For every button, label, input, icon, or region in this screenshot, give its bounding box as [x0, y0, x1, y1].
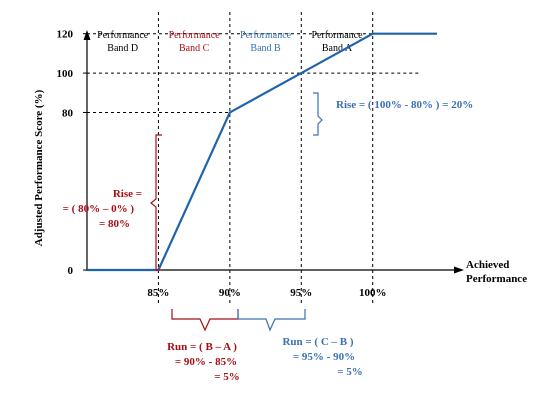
band-label-3-0: Performance [311, 30, 363, 41]
x-tick-label-0: 85% [147, 287, 169, 299]
y-tick-label-80: 80 [62, 107, 74, 119]
rise-brace-c [150, 134, 162, 271]
run-b-text-1: = 95% - 90% [293, 351, 355, 363]
series-line [87, 32, 437, 272]
band-label-1-0: Performance [169, 30, 221, 41]
run-brace-c [171, 309, 239, 332]
band-label-0-1: Band D [107, 43, 138, 54]
band-label-2-1: Band B [250, 43, 281, 54]
y-axis-title: Adjusted Performance Score (%) [33, 89, 45, 246]
band-label-0-0: Performance [97, 30, 149, 41]
x-axis-title-line-2: Performance [466, 273, 527, 285]
x-tick-label-1: 90% [219, 287, 241, 299]
run-b-text-2: = 5% [337, 366, 363, 378]
rise-brace-b [313, 92, 323, 136]
rise-c-text-2: = 80% [99, 218, 130, 230]
rise-c-text-1: = ( 80% – 0% ) [63, 203, 135, 215]
y-tick-label-0: 0 [68, 265, 74, 277]
run-b-text-0: Run = ( C – B ) [282, 336, 353, 348]
run-c-text-0: Run = ( B – A ) [167, 341, 237, 353]
x-tick-label-3: 100% [359, 287, 387, 299]
y-tick-label-100: 100 [57, 68, 74, 80]
y-tick-label-120: 120 [57, 29, 74, 41]
x-axis-arrow [454, 266, 464, 274]
y-axis-arrow [83, 30, 91, 40]
run-c-text-2: = 5% [214, 371, 240, 383]
rise-b-text: Rise = ( 100% - 80% ) = 20% [336, 99, 473, 111]
x-tick-label-2: 95% [290, 287, 312, 299]
run-brace-b [237, 309, 306, 332]
rise-c-text-0: Rise = [113, 188, 142, 200]
band-label-2-0: Performance [240, 30, 292, 41]
band-label-1-1: Band C [179, 43, 210, 54]
band-label-3-1: Band A [322, 43, 353, 54]
x-axis-title-line-1: Achieved [466, 259, 509, 271]
run-c-text-1: = 90% - 85% [175, 356, 237, 368]
